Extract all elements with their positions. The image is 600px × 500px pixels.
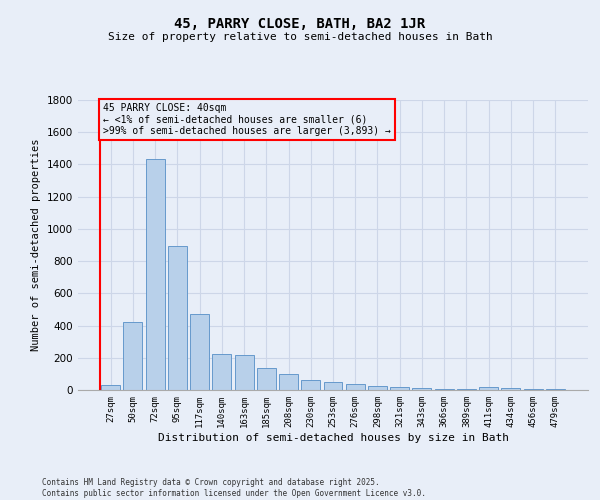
Bar xyxy=(390,387,409,390)
Bar xyxy=(101,386,120,390)
Bar xyxy=(346,384,365,390)
X-axis label: Distribution of semi-detached houses by size in Bath: Distribution of semi-detached houses by … xyxy=(157,432,509,442)
Bar xyxy=(257,368,276,390)
Bar xyxy=(546,389,565,390)
Y-axis label: Number of semi-detached properties: Number of semi-detached properties xyxy=(31,138,41,352)
Text: 45 PARRY CLOSE: 40sqm
← <1% of semi-detached houses are smaller (6)
>99% of semi: 45 PARRY CLOSE: 40sqm ← <1% of semi-deta… xyxy=(103,103,391,136)
Bar xyxy=(435,389,454,390)
Bar xyxy=(368,386,387,390)
Bar xyxy=(146,159,164,390)
Bar xyxy=(457,389,476,390)
Bar xyxy=(479,387,498,390)
Text: 45, PARRY CLOSE, BATH, BA2 1JR: 45, PARRY CLOSE, BATH, BA2 1JR xyxy=(175,18,425,32)
Bar xyxy=(124,322,142,390)
Bar xyxy=(190,314,209,390)
Bar xyxy=(279,374,298,390)
Bar xyxy=(212,354,231,390)
Bar xyxy=(524,388,542,390)
Bar xyxy=(235,354,254,390)
Bar xyxy=(502,388,520,390)
Bar xyxy=(168,246,187,390)
Text: Contains HM Land Registry data © Crown copyright and database right 2025.
Contai: Contains HM Land Registry data © Crown c… xyxy=(42,478,426,498)
Bar xyxy=(323,382,343,390)
Bar xyxy=(301,380,320,390)
Text: Size of property relative to semi-detached houses in Bath: Size of property relative to semi-detach… xyxy=(107,32,493,42)
Bar xyxy=(412,388,431,390)
